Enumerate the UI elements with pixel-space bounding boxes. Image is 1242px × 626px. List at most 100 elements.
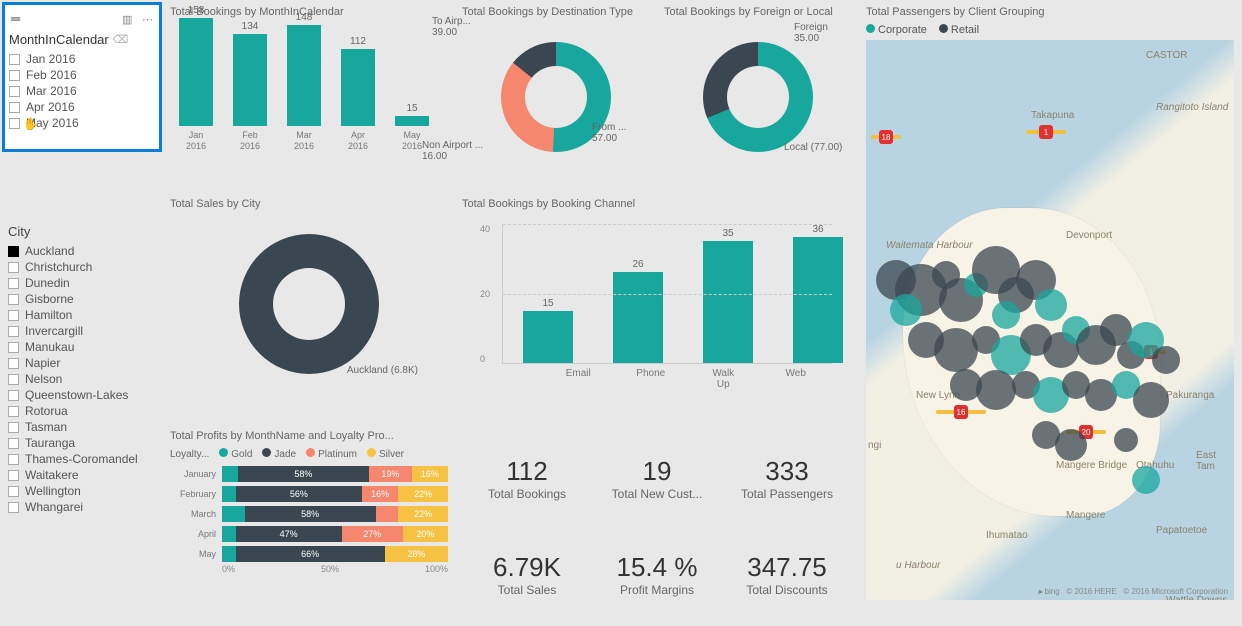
legend-item[interactable]: Retail [939, 24, 979, 36]
bar[interactable]: 26 [613, 259, 663, 363]
bar[interactable]: 35 [703, 228, 753, 364]
map-bubble[interactable] [890, 294, 922, 326]
bookings-by-destination-chart[interactable]: Total Bookings by Destination Type To Ai… [456, 2, 656, 192]
bar[interactable]: 158Jan2016 [176, 5, 216, 152]
kpi-card[interactable]: 15.4 %Profit Margins [592, 526, 722, 622]
stack-segment[interactable] [222, 506, 245, 522]
checkbox-icon[interactable] [8, 342, 19, 353]
month-slicer-item[interactable]: Feb 2016 [9, 67, 155, 83]
city-slicer-item[interactable]: Manukau [8, 339, 156, 355]
bar[interactable]: 15 [523, 298, 573, 364]
bookings-by-month-chart[interactable]: Total Bookings by MonthInCalendar 158Jan… [164, 2, 454, 192]
checkbox-icon[interactable] [8, 502, 19, 513]
stack-segment[interactable] [222, 526, 236, 542]
checkbox-icon[interactable] [8, 454, 19, 465]
kpi-card[interactable]: 112Total Bookings [462, 430, 592, 526]
stacked-bar-row[interactable]: May66%28% [170, 546, 448, 562]
stack-segment[interactable]: 58% [238, 466, 369, 482]
stack-segment[interactable] [376, 506, 399, 522]
checkbox-icon[interactable] [8, 310, 19, 321]
checkbox-icon[interactable] [8, 486, 19, 497]
checkbox-icon[interactable] [8, 390, 19, 401]
city-slicer-item[interactable]: Nelson [8, 371, 156, 387]
stacked-bar-row[interactable]: April47%27%20% [170, 526, 448, 542]
city-slicer-item[interactable]: Waitakere [8, 467, 156, 483]
city-slicer-item[interactable]: Invercargill [8, 323, 156, 339]
city-slicer-item[interactable]: Thames-Coromandel [8, 451, 156, 467]
stacked-bar-row[interactable]: March58%22% [170, 506, 448, 522]
checkbox-icon[interactable] [9, 70, 20, 81]
bar[interactable]: 112Apr2016 [338, 36, 378, 152]
checkbox-icon[interactable] [8, 422, 19, 433]
bookings-by-foreign-local-chart[interactable]: Total Bookings by Foreign or Local Forei… [658, 2, 858, 192]
passengers-by-client-map[interactable]: Total Passengers by Client Grouping Corp… [860, 2, 1240, 626]
stack-segment[interactable]: 19% [369, 466, 412, 482]
kpi-card[interactable]: 6.79KTotal Sales [462, 526, 592, 622]
checkbox-icon[interactable] [9, 54, 20, 65]
checkbox-icon[interactable] [8, 278, 19, 289]
donut[interactable] [239, 234, 379, 374]
stack-segment[interactable]: 66% [236, 546, 385, 562]
city-slicer-item[interactable]: Whangarei [8, 499, 156, 515]
checkbox-icon[interactable] [8, 406, 19, 417]
checkbox-icon[interactable] [9, 86, 20, 97]
month-slicer-item[interactable]: Apr 2016 [9, 99, 155, 115]
month-slicer-item[interactable]: Mar 2016 [9, 83, 155, 99]
city-slicer-item[interactable]: Queenstown-Lakes [8, 387, 156, 403]
checkbox-icon[interactable] [8, 326, 19, 337]
city-slicer-item[interactable]: Christchurch [8, 259, 156, 275]
stack-segment[interactable]: 22% [398, 486, 448, 502]
stack-segment[interactable] [222, 546, 236, 562]
checkbox-icon[interactable] [8, 294, 19, 305]
legend-item[interactable]: Platinum [306, 448, 357, 460]
kpi-card[interactable]: 19Total New Cust... [592, 430, 722, 526]
stack-segment[interactable]: 20% [403, 526, 448, 542]
legend-item[interactable]: Jade [262, 448, 296, 460]
checkbox-icon[interactable] [9, 102, 20, 113]
map-bubble[interactable] [1133, 382, 1169, 418]
legend-item[interactable]: Corporate [866, 24, 927, 36]
eraser-icon[interactable]: ⌫ [113, 33, 129, 46]
donut[interactable] [703, 42, 813, 152]
month-slicer-item[interactable]: Jan 2016 [9, 51, 155, 67]
slicer-chart-icon[interactable]: ▥ [122, 14, 132, 26]
bar[interactable]: 148Mar2016 [284, 12, 324, 152]
bar[interactable]: 134Feb2016 [230, 21, 270, 152]
stacked-bar-row[interactable]: January58%19%16% [170, 466, 448, 482]
stack-segment[interactable]: 47% [236, 526, 342, 542]
city-slicer-item[interactable]: Rotorua [8, 403, 156, 419]
bookings-by-channel-chart[interactable]: Total Bookings by Booking Channel 40200 … [456, 194, 858, 424]
map-bubble[interactable] [1132, 466, 1160, 494]
checkbox-icon[interactable] [8, 438, 19, 449]
slicer-more-icon[interactable]: ⋯ [142, 14, 153, 26]
map-bubble[interactable] [992, 301, 1020, 329]
legend-item[interactable]: Silver [367, 448, 404, 460]
kpi-card[interactable]: 347.75Total Discounts [722, 526, 852, 622]
map-bubble[interactable] [934, 328, 978, 372]
city-slicer-item[interactable]: Hamilton [8, 307, 156, 323]
kpi-card[interactable]: 333Total Passengers [722, 430, 852, 526]
city-slicer[interactable]: City AucklandChristchurchDunedinGisborne… [2, 194, 162, 626]
map-bubble[interactable] [976, 370, 1016, 410]
stacked-bar-row[interactable]: February56%16%22% [170, 486, 448, 502]
city-slicer-item[interactable]: Tasman [8, 419, 156, 435]
city-slicer-item[interactable]: Tauranga [8, 435, 156, 451]
stack-segment[interactable]: 27% [342, 526, 403, 542]
stack-segment[interactable]: 56% [236, 486, 363, 502]
profits-by-month-loyalty-chart[interactable]: Total Profits by MonthName and Loyalty P… [164, 426, 454, 626]
stack-segment[interactable] [222, 486, 236, 502]
map-bubble[interactable] [1114, 428, 1138, 452]
stack-segment[interactable]: 58% [245, 506, 376, 522]
city-slicer-item[interactable]: Dunedin [8, 275, 156, 291]
stack-segment[interactable] [222, 466, 238, 482]
checkbox-icon[interactable] [8, 262, 19, 273]
map-bubble[interactable] [1152, 346, 1180, 374]
checkbox-icon[interactable] [8, 246, 19, 257]
stack-segment[interactable]: 16% [412, 466, 448, 482]
sales-by-city-chart[interactable]: Total Sales by City Auckland (6.8K) [164, 194, 454, 424]
checkbox-icon[interactable] [8, 374, 19, 385]
map-bubble[interactable] [1055, 429, 1087, 461]
city-slicer-item[interactable]: Napier [8, 355, 156, 371]
month-slicer[interactable]: ═ ▥ ⋯ MonthInCalendar ⌫ Jan 2016Feb 2016… [2, 2, 162, 152]
map-bubble[interactable] [1035, 289, 1067, 321]
